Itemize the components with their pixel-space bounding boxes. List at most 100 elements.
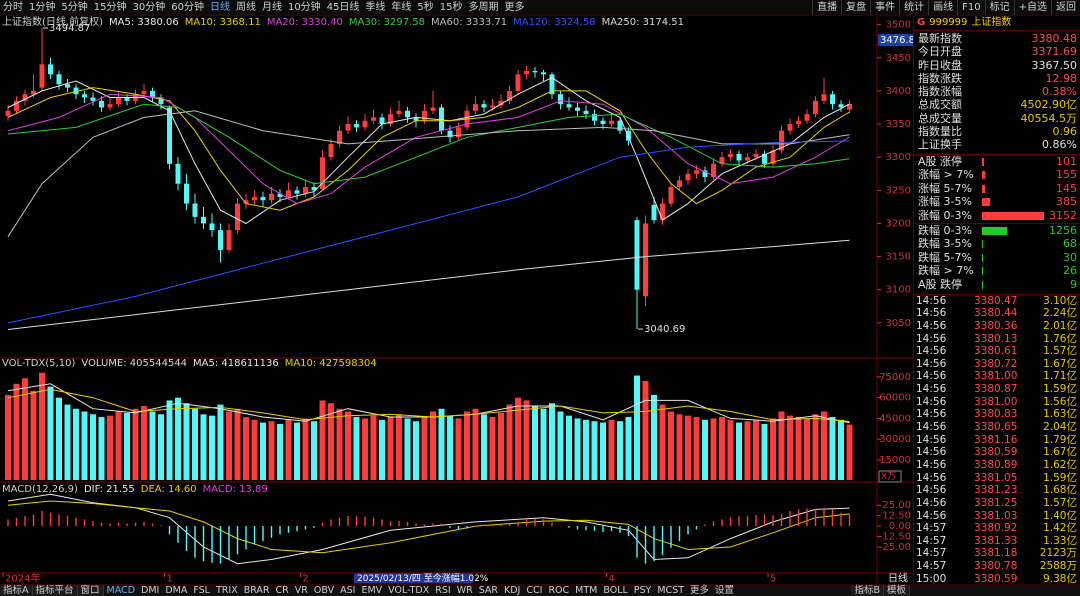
period-button[interactable]: 分时 <box>3 2 23 13</box>
indicator-tab[interactable]: TRIX <box>215 585 238 596</box>
volume-bar <box>234 408 241 480</box>
volume-bar <box>600 422 606 480</box>
side-tab[interactable]: 指标B <box>851 585 884 596</box>
candle-body <box>422 110 427 121</box>
trade-amount: 1.67亿 <box>1043 446 1077 459</box>
volume-bar <box>73 408 79 480</box>
period-button[interactable]: 5分钟 <box>61 2 88 13</box>
period-button[interactable]: 月线 <box>261 2 282 13</box>
y-tick-label: 0.00 <box>889 521 911 532</box>
period-button[interactable]: 日线 <box>209 2 230 13</box>
period-button[interactable]: 45日线 <box>326 2 360 13</box>
stat-value: 40554.5万 <box>1020 111 1078 125</box>
volume-bar <box>591 421 598 480</box>
macd-bar <box>644 526 647 564</box>
breadth-bar <box>982 157 984 166</box>
volume-bar <box>455 418 462 480</box>
indicator-tab[interactable]: MTM <box>575 585 598 596</box>
volume-bar <box>81 411 88 480</box>
y-tick-label: 30000 <box>879 434 911 445</box>
macd-bar <box>287 526 290 533</box>
tool-button[interactable]: 返回 <box>1051 0 1080 15</box>
indicator-tab[interactable]: FSL <box>193 585 210 596</box>
volume-bar <box>727 419 734 480</box>
trade-price: 3380.89 <box>974 458 1018 471</box>
indicator-tab[interactable]: ASI <box>340 585 356 596</box>
indicator-tab[interactable]: SAR <box>478 585 499 596</box>
candle-body <box>14 100 19 111</box>
period-button[interactable]: 多周期 <box>468 2 499 13</box>
tool-button[interactable]: +自选 <box>1013 0 1051 15</box>
candle-body <box>702 170 708 178</box>
period-button[interactable]: 10分钟 <box>287 2 321 13</box>
quote-stats: 最新指数 3380.48 今日开盘 3371.69 昨日收盘 3367.50 指数涨跌 12.… <box>914 31 1080 155</box>
period-button[interactable]: 5秒 <box>417 2 434 13</box>
tool-button[interactable]: F10 <box>957 0 984 15</box>
indicator-tab[interactable]: RSI <box>435 585 451 596</box>
ma-line <box>7 493 850 565</box>
tool-button[interactable]: 复盘 <box>841 0 870 15</box>
indicator-tab[interactable]: KDJ <box>504 585 521 596</box>
side-tab[interactable]: 模板 <box>883 585 910 596</box>
indicator-tab[interactable]: 设置 <box>715 585 735 596</box>
side-tab[interactable]: 指标A <box>0 585 33 596</box>
tool-button[interactable]: 直播 <box>812 0 841 15</box>
tool-button[interactable]: 事件 <box>870 0 899 15</box>
trade-time: 14:56 <box>916 458 947 471</box>
side-tab[interactable]: 指标平台 <box>32 585 78 596</box>
trade-price: 3380.44 <box>974 307 1018 320</box>
candle-body <box>651 204 657 221</box>
period-button[interactable]: 周线 <box>235 2 256 13</box>
candle-body <box>218 230 223 250</box>
quote-panel: G 999999 上证指数 最新指数 3380.48 今日开盘 3371.69 昨日收盘 33… <box>913 16 1080 584</box>
indicator-tab[interactable]: DMI <box>141 585 160 596</box>
candle-body <box>770 150 776 164</box>
macd-bar <box>610 526 613 532</box>
volume-bar <box>574 418 581 480</box>
indicator-tab[interactable]: BOLL <box>603 585 628 596</box>
tool-button[interactable]: 统计 <box>899 0 928 15</box>
period-button[interactable]: 季线 <box>365 2 386 13</box>
period-button[interactable]: 15秒 <box>439 2 463 13</box>
indicator-tab[interactable]: VR <box>294 585 308 596</box>
trade-row: 14:56 3380.83 1.63亿 <box>914 408 1080 421</box>
indicator-tab[interactable]: WR <box>456 585 473 596</box>
tool-button[interactable]: 画线 <box>928 0 957 15</box>
breadth-value: 3152 <box>1049 209 1077 223</box>
candle-body <box>286 190 291 197</box>
volume-bar <box>217 404 224 480</box>
candle-body <box>668 187 674 204</box>
candle-body <box>677 180 682 187</box>
indicator-tab[interactable]: MACD <box>106 585 136 596</box>
indicator-tab[interactable]: ROC <box>548 585 570 596</box>
indicator-tab[interactable]: VOL-TDX <box>388 585 430 596</box>
period-button[interactable]: 更多 <box>504 2 525 13</box>
period-button[interactable]: 年线 <box>391 2 412 13</box>
indicator-tab[interactable]: OBV <box>313 585 335 596</box>
candle-body <box>711 163 716 178</box>
macd-bar <box>15 517 18 527</box>
period-button[interactable]: 30分钟 <box>132 2 166 13</box>
side-tab[interactable]: 窗口 <box>77 585 104 596</box>
indicator-tab[interactable]: CCI <box>526 585 543 596</box>
candle-body <box>736 153 742 161</box>
range-note: 2025/02/13/四 至今涨幅1.02% <box>357 572 489 584</box>
indicator-tab[interactable]: PSY <box>633 585 652 596</box>
indicator-tab[interactable]: CR <box>275 585 289 596</box>
tool-button[interactable]: 标记 <box>984 0 1014 15</box>
volume-bar <box>634 375 640 480</box>
indicator-tab[interactable]: BRAR <box>243 585 270 596</box>
period-button[interactable]: 15分钟 <box>93 2 127 13</box>
period-button[interactable]: 60分钟 <box>171 2 204 13</box>
macd-bar <box>270 526 273 538</box>
indicator-tab[interactable]: MCST <box>657 585 685 596</box>
indicator-tab-list: 指标A 指标平台 窗口 MACD DMI DMA FSL TRIX BRAR CR VR OBV ASI… <box>0 585 737 596</box>
candle-body <box>48 64 53 75</box>
quote-header: G 999999 上证指数 <box>914 16 1080 31</box>
period-button[interactable]: 1分钟 <box>29 2 56 13</box>
indicator-tab[interactable]: EMV <box>361 585 383 596</box>
y-tick-label: 3250 <box>886 185 911 196</box>
indicator-tab[interactable]: DMA <box>165 585 188 596</box>
indicator-tab[interactable]: 更多 <box>690 585 710 596</box>
volume-bar <box>778 411 785 480</box>
